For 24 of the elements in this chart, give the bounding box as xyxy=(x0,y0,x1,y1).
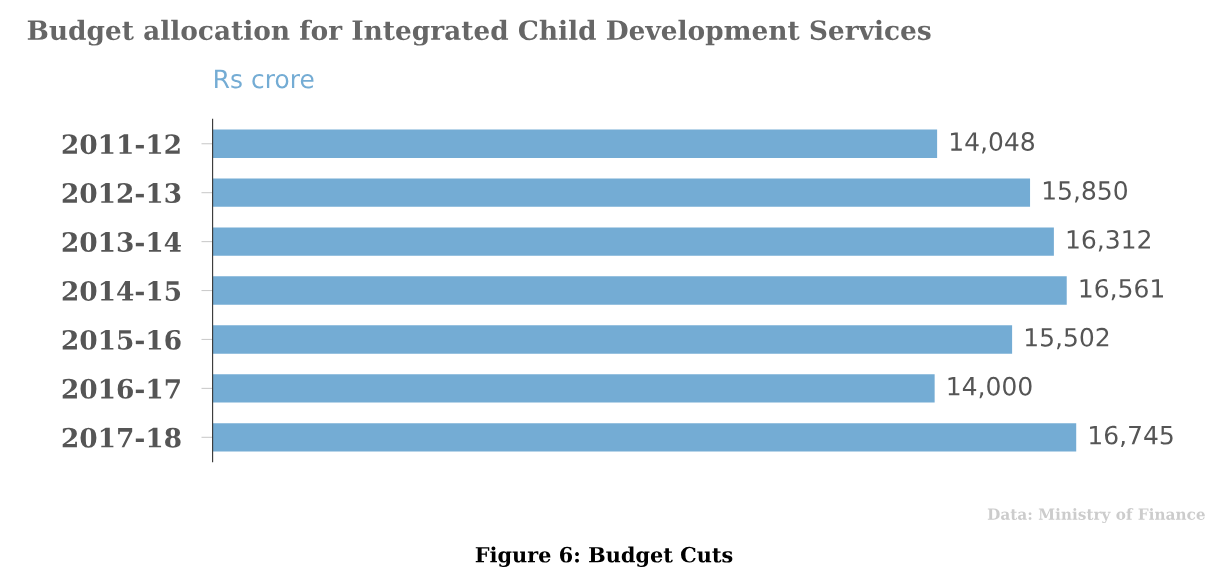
caption: Figure 6: Budget Cuts xyxy=(475,546,733,567)
bar xyxy=(212,178,1031,207)
y-tick-label: 2014-15 xyxy=(62,280,181,301)
y-tick-label: 2012-13 xyxy=(62,183,181,204)
data-label: 15,502 xyxy=(1025,327,1109,350)
y-tick-label: 2013-14 xyxy=(62,232,181,252)
data-label: 15,850 xyxy=(1043,181,1127,203)
bar xyxy=(212,325,1013,354)
bar xyxy=(212,374,935,403)
bar xyxy=(212,276,1067,305)
data-label: 14,000 xyxy=(948,376,1032,399)
chart-title: Budget allocation for Integrated Child Development Services xyxy=(27,19,931,46)
bar xyxy=(212,129,938,158)
y-tick-label: 2011-12 xyxy=(62,134,180,155)
data-label: 16,312 xyxy=(1067,229,1150,252)
bar xyxy=(212,227,1054,256)
chart-subtitle: Rs crore xyxy=(215,69,314,89)
data-label: 16,561 xyxy=(1080,278,1164,301)
bar xyxy=(212,423,1077,452)
y-tick-label: 2016-17 xyxy=(62,378,180,399)
data-label: 14,048 xyxy=(950,132,1034,154)
y-tick-label: 2015-16 xyxy=(62,329,181,350)
y-tick-label: 2017-18 xyxy=(62,427,181,448)
data-label: 16,745 xyxy=(1090,425,1173,448)
